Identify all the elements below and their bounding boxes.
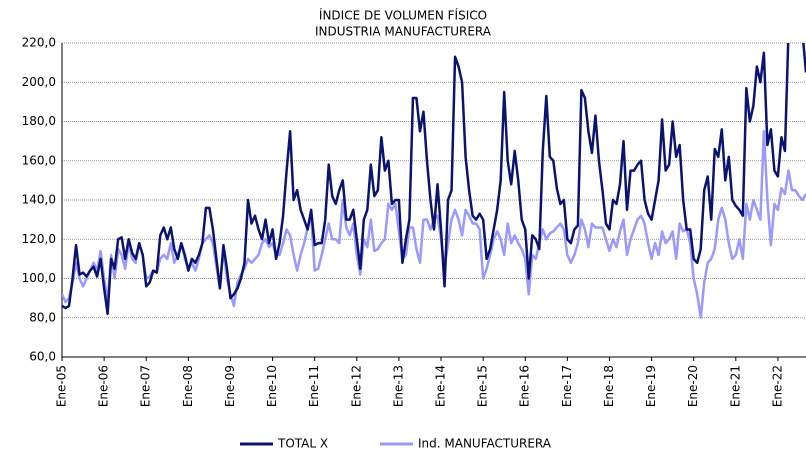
y-tick-label: 220,0 (22, 36, 56, 50)
y-tick-label: 200,0 (22, 75, 56, 89)
x-tick-label: Ene-15 (476, 365, 490, 407)
y-tick-label: 80,0 (29, 310, 56, 324)
legend-label: TOTAL X (277, 437, 328, 451)
y-tick-label: 120,0 (22, 232, 56, 246)
x-tick-label: Ene-06 (97, 365, 111, 407)
x-tick-label: Ene-10 (265, 365, 279, 407)
chart-title: ÍNDICE DE VOLUMEN FÍSICO (319, 8, 487, 23)
x-tick-label: Ene-21 (728, 365, 742, 407)
y-tick-label: 100,0 (22, 271, 56, 285)
y-tick-label: 60,0 (29, 350, 56, 364)
x-tick-label: Ene-17 (560, 365, 574, 407)
chart-title: INDUSTRIA MANUFACTURERA (315, 25, 492, 39)
x-tick-label: Ene-07 (139, 365, 153, 407)
x-tick-label: Ene-20 (686, 365, 700, 407)
x-tick-label: Ene-19 (644, 365, 658, 407)
x-tick-label: Ene-12 (349, 365, 363, 407)
x-tick-label: Ene-09 (223, 365, 237, 407)
x-tick-label: Ene-13 (391, 365, 405, 407)
plot-area (62, 43, 806, 319)
x-tick-label: Ene-14 (434, 365, 448, 407)
x-tick-label: Ene-11 (307, 365, 321, 407)
x-tick-label: Ene-22 (770, 365, 784, 407)
y-tick-label: 180,0 (22, 114, 56, 128)
legend-label: Ind. MANUFACTURERA (418, 437, 552, 451)
x-tick-label: Ene-18 (602, 365, 616, 407)
x-tick-label: Ene-05 (55, 365, 69, 407)
y-tick-label: 160,0 (22, 153, 56, 167)
x-tick-label: Ene-08 (181, 365, 195, 407)
series-line (62, 43, 806, 316)
x-tick-label: Ene-16 (518, 365, 532, 407)
y-tick-label: 140,0 (22, 193, 56, 207)
